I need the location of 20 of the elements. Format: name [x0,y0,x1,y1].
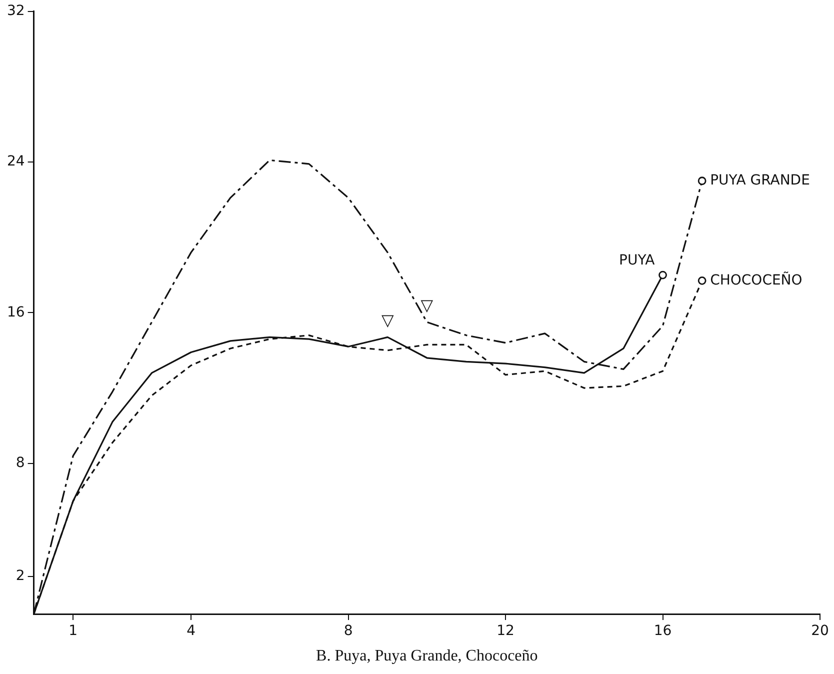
annotation: ▽ [420,295,434,314]
series-label: PUYA GRANDE [710,172,810,189]
x-tick-label: 16 [654,623,672,640]
series-label: PUYA [619,252,656,269]
point [698,176,706,186]
x-tick-label: 1 [68,623,78,640]
point [698,276,706,285]
x-tick-label: 4 [186,623,196,640]
x-tick-label: 8 [344,623,353,640]
y-tick-label: 16 [6,304,25,320]
y-tick-label: 32 [6,3,25,20]
y-tick-label: 8 [16,454,25,471]
y-tick-label: 2 [16,568,25,584]
annotation: ▽ [381,310,394,330]
series-label: CHOCOCEÑO [710,271,802,288]
x-axis-title: B. Puya, Puya Grande, Chococeño [316,648,538,665]
x-tick-label: 20 [811,623,829,640]
y-tick-label: 24 [6,154,25,170]
x-tick-label: 12 [496,623,514,640]
point [658,270,667,280]
